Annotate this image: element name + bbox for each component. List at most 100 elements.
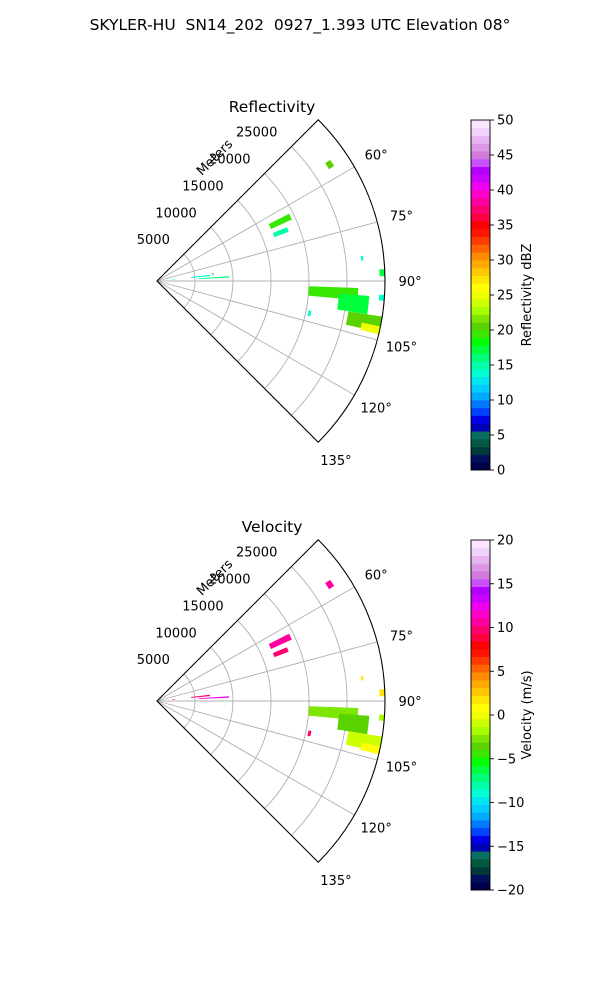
echo-cell bbox=[307, 730, 312, 737]
colorbar-segment bbox=[471, 835, 490, 844]
colorbar-segment bbox=[471, 796, 490, 805]
colorbar-segment bbox=[471, 757, 490, 766]
colorbar-tick-label: 10 bbox=[497, 621, 514, 636]
colorbar-segment bbox=[471, 135, 490, 144]
echo-cell bbox=[378, 294, 385, 301]
echo-cell bbox=[212, 273, 214, 275]
colorbar-segment bbox=[471, 228, 490, 238]
colorbar-tick-label: −15 bbox=[497, 840, 524, 855]
velocity-title: Velocity bbox=[242, 518, 303, 536]
colorbar-segment bbox=[471, 392, 490, 401]
colorbar-segment bbox=[471, 260, 490, 269]
range-ring bbox=[183, 673, 196, 729]
colorbar-tick-label: 10 bbox=[497, 394, 514, 409]
colorbar-segment bbox=[471, 143, 490, 152]
colorbar-segment bbox=[471, 213, 490, 222]
colorbar-segment bbox=[471, 361, 490, 370]
colorbar-segment bbox=[471, 820, 490, 829]
angle-tick-label: 135° bbox=[320, 874, 351, 889]
colorbar-segment bbox=[471, 641, 490, 650]
echo-cell bbox=[307, 310, 312, 317]
angle-tick-label: 120° bbox=[361, 822, 392, 837]
colorbar-segment bbox=[471, 376, 490, 385]
colorbar-segment bbox=[471, 882, 490, 891]
colorbar-segment bbox=[471, 345, 490, 354]
colorbar-segment bbox=[471, 368, 490, 378]
colorbar-segment bbox=[471, 244, 490, 253]
colorbar-segment bbox=[471, 182, 490, 191]
colorbar-tick-label: 20 bbox=[497, 534, 514, 549]
radial-tick-label: 15000 bbox=[182, 599, 223, 614]
colorbar-segment bbox=[471, 578, 490, 588]
colorbar-segment bbox=[471, 788, 490, 798]
echo-cell bbox=[172, 279, 176, 280]
colorbar-segment bbox=[471, 664, 490, 673]
radial-tick-label: 20000 bbox=[209, 573, 250, 588]
colorbar-segment bbox=[471, 656, 490, 665]
colorbar-segment bbox=[471, 711, 490, 720]
radial-tick-label: 5000 bbox=[137, 233, 170, 248]
echo-cell bbox=[379, 269, 385, 277]
echo-cell bbox=[198, 696, 230, 700]
colorbar-tick-label: 15 bbox=[497, 359, 514, 374]
colorbar-segment bbox=[471, 190, 490, 199]
range-ring bbox=[264, 593, 310, 809]
colorbar-segment bbox=[471, 695, 490, 704]
colorbar-segment bbox=[471, 384, 490, 393]
colorbar-segment bbox=[471, 594, 490, 603]
colorbar-segment bbox=[471, 617, 490, 626]
colorbar-segment bbox=[471, 703, 490, 712]
colorbar-segment bbox=[471, 586, 490, 595]
echo-cell bbox=[337, 713, 370, 735]
colorbar-tick-label: 5 bbox=[497, 665, 505, 680]
colorbar-segment bbox=[471, 563, 490, 572]
colorbar-segment bbox=[471, 610, 490, 619]
colorbar-segment bbox=[471, 648, 490, 658]
echo-cell bbox=[190, 274, 210, 278]
colorbar-segment bbox=[471, 127, 490, 136]
radial-tick-label: 5000 bbox=[137, 653, 170, 668]
colorbar-tick-label: 0 bbox=[497, 709, 505, 724]
colorbar-segment bbox=[471, 438, 490, 448]
echo-cell bbox=[268, 213, 292, 229]
colorbar-segment bbox=[471, 158, 490, 168]
colorbar-segment bbox=[471, 858, 490, 868]
angle-tick-label: 75° bbox=[390, 209, 413, 224]
colorbar-segment bbox=[471, 571, 490, 580]
colorbar-segment bbox=[471, 866, 490, 875]
colorbar-segment bbox=[471, 734, 490, 743]
colorbar-segment bbox=[471, 275, 490, 284]
colorbar-segment bbox=[471, 540, 490, 549]
angle-tick-label: 60° bbox=[365, 148, 388, 163]
radial-tick-label: 10000 bbox=[155, 626, 196, 641]
radial-tick-label: 15000 bbox=[182, 179, 223, 194]
colorbar-segment bbox=[471, 283, 490, 292]
colorbar-tick-label: 0 bbox=[497, 464, 505, 479]
echo-cell bbox=[172, 699, 176, 700]
colorbar-segment bbox=[471, 151, 490, 160]
colorbar-tick-label: 25 bbox=[497, 289, 514, 304]
colorbar-segment bbox=[471, 843, 490, 852]
colorbar-tick-label: 35 bbox=[497, 219, 514, 234]
echo-cell bbox=[325, 159, 335, 170]
colorbar-tick-label: 20 bbox=[497, 324, 514, 339]
range-ring bbox=[291, 566, 348, 836]
colorbar-segment bbox=[471, 337, 490, 346]
colorbar-segment bbox=[471, 680, 490, 689]
colorbar-segment bbox=[471, 765, 490, 774]
echo-cell bbox=[272, 227, 289, 238]
echo-cell bbox=[198, 276, 230, 280]
colorbar-segment bbox=[471, 742, 490, 751]
colorbar-segment bbox=[471, 314, 490, 323]
colorbar-tick-label: −10 bbox=[497, 796, 524, 811]
sector-frame bbox=[156, 119, 386, 443]
radial-tick-label: 25000 bbox=[236, 546, 277, 561]
colorbar-tick-label: 50 bbox=[497, 114, 514, 129]
colorbar-segment bbox=[471, 267, 490, 276]
angle-tick-label: 105° bbox=[386, 761, 417, 776]
angle-tick-label: 75° bbox=[390, 629, 413, 644]
colorbar-segment bbox=[471, 353, 490, 362]
colorbar-segment bbox=[471, 687, 490, 696]
colorbar-segment bbox=[471, 454, 490, 463]
